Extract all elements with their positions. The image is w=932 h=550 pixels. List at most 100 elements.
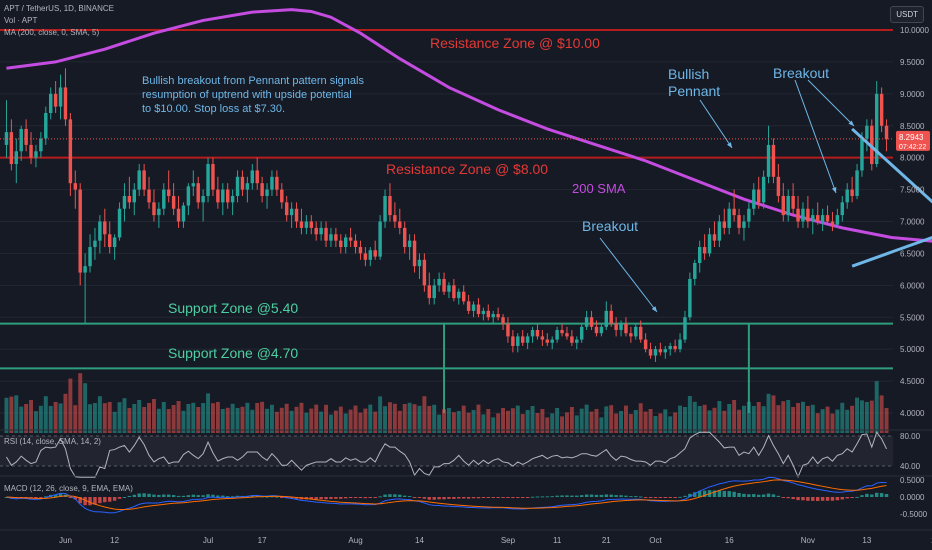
breakout-arrow-top-1-head: [831, 187, 837, 193]
volume-bar: [83, 383, 88, 433]
macd-histogram-bar: [314, 497, 318, 500]
candle-body: [284, 202, 289, 216]
volume-bar: [717, 401, 722, 433]
support-470-label: Support Zone @4.70: [168, 345, 299, 361]
volume-bar: [333, 410, 338, 433]
volume-bar: [712, 407, 717, 433]
candle-body: [806, 208, 810, 222]
time-axis[interactable]: Jun12Jul17Aug14Sep1121Oct16Nov1327Dec11: [0, 529, 932, 545]
rsi-legend[interactable]: RSI (14, close, SMA, 14, 2): [4, 437, 101, 446]
macd-histogram-bar: [461, 497, 466, 499]
candle-body: [289, 208, 294, 216]
macd-histogram-bar: [722, 490, 727, 497]
candle-body: [176, 208, 181, 222]
candle-body: [747, 208, 751, 222]
volume-bar: [776, 405, 781, 433]
macd-histogram-bar: [604, 494, 609, 497]
volume-bar: [156, 408, 161, 433]
volume-bar: [746, 401, 751, 433]
pennant-arrow-head: [726, 142, 732, 148]
symbol-legend[interactable]: APT / TetherUS, 1D, BINANCE: [4, 4, 114, 13]
candle-body: [599, 326, 604, 334]
macd-histogram-bar: [353, 497, 358, 498]
volume-bar: [540, 409, 545, 433]
candle-body: [786, 195, 790, 216]
last-price-value: 8.2943: [899, 133, 924, 142]
macd-histogram-bar: [34, 497, 38, 499]
candle-body: [280, 189, 284, 203]
pennant-trendline: [851, 235, 932, 268]
volume-bar: [137, 400, 142, 433]
macd-histogram-bar: [437, 497, 441, 500]
candle-body: [358, 247, 363, 254]
candle-body: [791, 195, 795, 209]
rsi-tick-label: 80.00: [900, 432, 921, 441]
candle-body: [457, 291, 461, 299]
volume-bar: [314, 404, 319, 433]
macd-histogram-bar: [766, 493, 771, 497]
candle-body: [137, 170, 141, 190]
volume-bar: [638, 403, 643, 433]
candle-body: [211, 164, 215, 190]
currency-badge[interactable]: USDT: [890, 6, 924, 23]
volume-bar: [392, 403, 397, 433]
volume-bar: [771, 395, 776, 433]
volume-bar: [633, 410, 638, 433]
macd-histogram-bar: [683, 495, 687, 497]
candle-body: [471, 304, 476, 311]
ma-legend[interactable]: MA (200, close, 0, SMA, 5): [4, 28, 100, 37]
candle-body: [132, 189, 137, 203]
sma-200-line: [6, 8, 932, 243]
candle-body: [845, 189, 849, 203]
macd-histogram-bar: [648, 497, 653, 498]
volume-bar: [196, 407, 201, 433]
candle-body: [186, 186, 191, 206]
macd-legend[interactable]: MACD (12, 26, close, 9, EMA, EMA): [4, 484, 133, 493]
candle-body: [501, 317, 505, 324]
volume-bar: [29, 400, 34, 433]
candle-body: [24, 128, 28, 145]
candle-body: [166, 189, 171, 196]
candle-body: [162, 189, 166, 209]
candle-body: [235, 176, 240, 196]
macd-histogram-bar: [388, 494, 392, 497]
volume-bar: [628, 414, 633, 433]
macd-histogram-bar: [530, 496, 535, 498]
price-tick-label: 7.0000: [900, 218, 925, 227]
volume-bar: [609, 405, 614, 433]
candle-body: [609, 310, 613, 324]
macd-histogram-bar: [550, 496, 554, 498]
volume-bar: [171, 405, 176, 433]
volume-bar: [648, 409, 653, 433]
volume-bar: [859, 400, 864, 433]
volume-bar: [402, 404, 407, 433]
volume-bar: [142, 407, 147, 433]
macd-histogram-bar: [147, 493, 151, 497]
macd-histogram-bar: [825, 497, 830, 501]
candle-body: [422, 259, 427, 286]
macd-histogram-bar: [855, 496, 859, 498]
price-tick-label: 4.5000: [900, 377, 925, 386]
volume-bar: [73, 405, 78, 433]
volume-bar: [663, 409, 668, 433]
candle-body: [147, 189, 151, 203]
volume-bar: [471, 410, 476, 433]
commentary-line2: resumption of uptrend with upside potent…: [142, 89, 352, 101]
candle-body: [520, 336, 525, 343]
volume-bar: [422, 396, 427, 433]
candle-body: [796, 208, 800, 222]
candle-body: [752, 189, 756, 209]
volume-bar: [368, 404, 373, 433]
macd-histogram-bar: [727, 491, 731, 497]
candle-body: [432, 285, 436, 299]
macd-histogram-bar: [250, 495, 255, 497]
macd-histogram-bar: [176, 495, 181, 497]
volume-legend[interactable]: Vol · APT: [4, 16, 38, 25]
support-540-label: Support Zone @5.40: [168, 300, 299, 316]
macd-histogram-bar: [781, 497, 786, 498]
macd-histogram-bar: [673, 497, 677, 498]
volume-bar: [387, 402, 392, 433]
candle-body: [584, 317, 589, 327]
